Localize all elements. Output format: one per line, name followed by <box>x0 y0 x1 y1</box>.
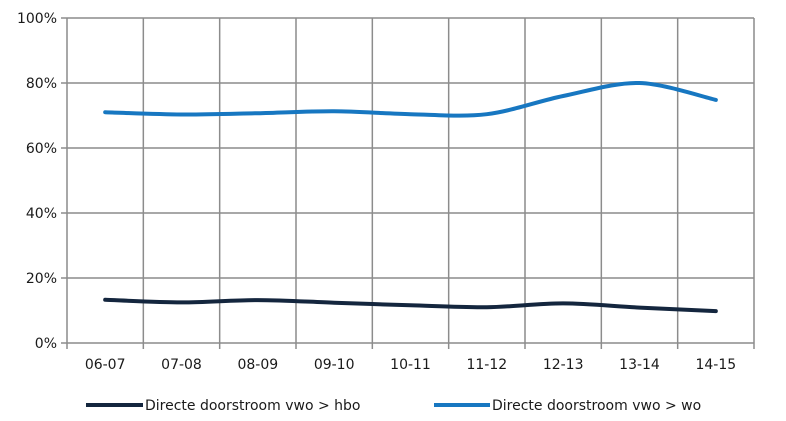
y-tick-label: 0% <box>35 336 57 352</box>
x-tick-label: 10-11 <box>390 357 431 373</box>
y-axis-ticks: 0% 20% 40% 60% 80% 100% <box>17 11 67 352</box>
grid <box>66 17 755 344</box>
x-tick-label: 11-12 <box>466 357 507 373</box>
x-tick-label: 08-09 <box>237 357 278 373</box>
y-tick-label: 20% <box>26 271 57 287</box>
x-tick-label: 12-13 <box>543 357 584 373</box>
y-tick-label: 40% <box>26 206 57 222</box>
y-tick-label: 60% <box>26 141 57 157</box>
series-group <box>103 80 718 314</box>
legend-label-1: Directe doorstroom vwo > wo <box>492 398 701 414</box>
x-tick-label: 07-08 <box>161 357 202 373</box>
y-tick-label: 80% <box>26 76 57 92</box>
series-line-1 <box>103 80 718 118</box>
x-axis-ticks: 06-07 07-08 08-09 09-10 10-11 11-12 12-13 13-14… <box>66 343 755 373</box>
legend: Directe doorstroom vwo > hbo Directe door… <box>86 398 701 414</box>
x-tick-label: 06-07 <box>85 357 126 373</box>
x-tick-label: 13-14 <box>619 357 660 373</box>
x-tick-label: 09-10 <box>314 357 355 373</box>
series-line-0 <box>103 297 718 314</box>
x-tick-label: 14-15 <box>695 357 736 373</box>
legend-label-0: Directe doorstroom vwo > hbo <box>145 398 360 414</box>
y-tick-label: 100% <box>17 11 57 27</box>
